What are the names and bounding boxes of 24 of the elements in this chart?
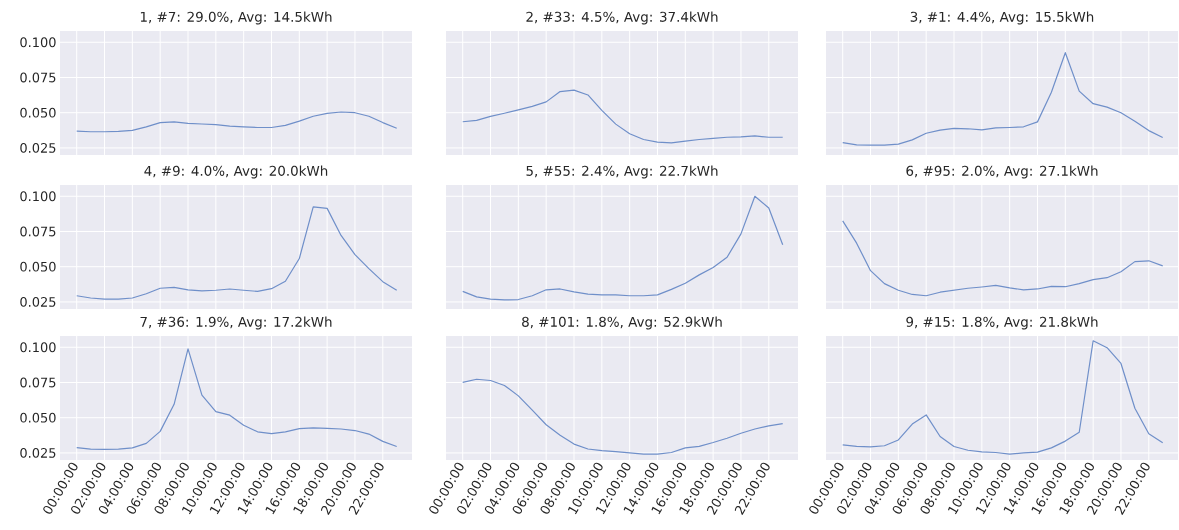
y-tick-label: 0.025 [20,448,56,458]
chart-title: 6, #95: 2.0%, Avg: 27.1kWh [906,165,1098,179]
line-series [76,348,398,451]
chart-title: 4, #9: 4.0%, Avg: 20.0kWh [144,165,328,179]
y-tick-label: 0.075 [20,226,56,237]
chart-title: 5, #55: 2.4%, Avg: 22.7kWh [526,165,718,179]
chart-title: 1, #7: 29.0%, Avg: 14.5kWh [140,11,332,25]
y-tick-label: 0.075 [20,72,56,83]
y-tick-label: 0.100 [20,342,56,353]
chart-title: 2, #33: 4.5%, Avg: 37.4kWh [526,11,718,25]
chart-title: 9, #15: 1.8%, Avg: 21.8kWh [906,316,1098,330]
y-tick-label: 0.025 [20,297,56,307]
y-tick-label: 0.100 [20,191,56,202]
chart-title: 3, #1: 4.4%, Avg: 15.5kWh [910,11,1094,25]
chart-title: 8, #101: 1.8%, Avg: 52.9kWh [522,316,722,330]
y-tick-label: 0.050 [20,412,56,423]
line-series [76,111,398,133]
y-tick-label: 0.025 [20,143,56,153]
line-series [76,206,398,300]
y-tick-label: 0.100 [20,37,56,48]
y-tick-label: 0.050 [20,107,56,118]
y-tick-label: 0.075 [20,377,56,388]
y-tick-label: 0.050 [20,261,56,272]
chart-title: 7, #36: 1.9%, Avg: 17.2kWh [140,316,332,330]
